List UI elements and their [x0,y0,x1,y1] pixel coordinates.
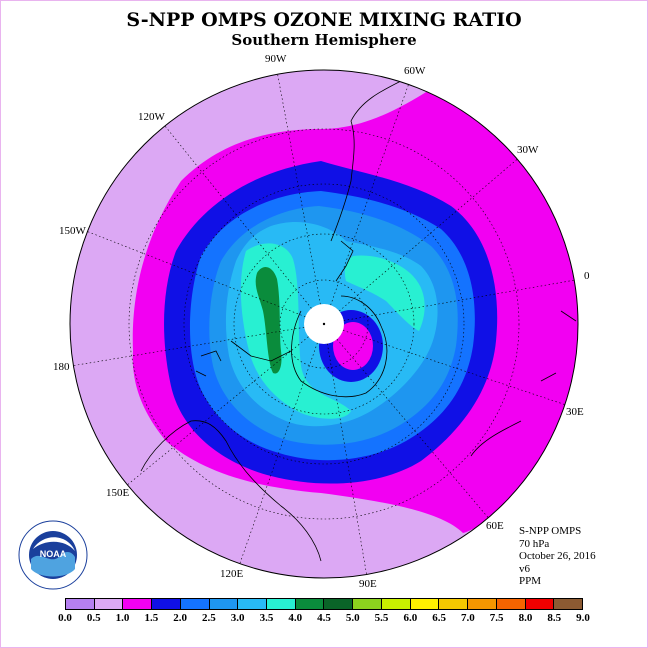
australia-outline [140,420,322,562]
colorbar-segment [152,599,181,609]
antarctica-outline [230,240,388,398]
colorbar-tick-label: 2.5 [202,612,216,624]
colorbar [65,598,583,610]
colorbar-segment [66,599,95,609]
africa-outline [470,310,577,457]
colorbar-ticks: 0.0 0.5 1.0 1.5 2.0 2.5 3.0 3.5 4.0 4.5 5.0 5.5 6.0 6… [1,612,647,626]
colorbar-tick-label: 4.0 [288,612,303,624]
lon-label-120e: 120E [220,568,244,580]
colorbar-tick-label: 0.0 [58,612,72,624]
new-zealand-outline [195,350,222,377]
south-america-outline [330,80,402,242]
lon-label-180: 180 [53,361,70,373]
colorbar-tick-label: 5.0 [345,612,360,624]
lon-label-60w: 60W [404,65,426,77]
figure-subtitle: Southern Hemisphere [231,31,417,49]
colorbar-tick-label: 0.5 [86,612,101,624]
info-units: PPM [519,575,542,587]
colorbar-segment [94,599,124,609]
colorbar-tick-label: 9.0 [576,612,590,624]
info-date: October 26, 2016 [519,550,596,562]
colorbar-segment [324,599,354,609]
map-border [69,69,579,579]
colorbar-tick-label: 1.5 [144,612,159,624]
colorbar-tick-label: 8.0 [518,612,533,624]
noaa-logo-text: NOAA [40,549,67,559]
colorbar-tick-label: 7.0 [461,612,475,624]
colorbar-segment [295,599,325,609]
colorbar-segment [468,599,497,609]
lon-label-120w: 120W [138,111,166,123]
colorbar-tick-label: 5.5 [374,612,389,624]
figure-title: S-NPP OMPS OZONE MIXING RATIO [126,9,522,31]
lon-label-60e: 60E [486,520,504,532]
colorbar-segment [353,599,382,609]
colorbar-tick-label: 6.5 [432,612,446,624]
colorbar-segment [123,599,153,609]
info-instrument: S-NPP OMPS [519,525,582,537]
info-level: 70 hPa [519,537,550,550]
colorbar-segment [439,599,469,609]
colorbar-tick-label: 6.0 [403,612,418,624]
colorbar-tick-label: 3.5 [259,612,274,624]
colorbar-tick-label: 3.0 [230,612,245,624]
info-version: v6 [519,562,530,575]
graticule [70,70,578,578]
pole-dot [322,322,326,326]
colorbar-tick-label: 2.0 [173,612,187,624]
contour-3-5-east [344,255,425,331]
colorbar-segment [381,599,411,609]
colorbar-segment [525,599,555,609]
lon-label-150w: 150W [59,225,87,237]
colorbar-segment [496,599,526,609]
lon-label-90w: 90W [265,53,287,65]
colorbar-segment [180,599,210,609]
colorbar-segment [554,599,582,609]
contour-4-0 [255,267,282,374]
lon-label-0: 0 [584,270,590,282]
colorbar-segment [209,599,239,609]
colorbar-tick-label: 7.5 [489,612,504,624]
plot-info: S-NPP OMPS 70 hPa October 26, 2016 v6 PP… [519,525,596,588]
colorbar-tick-label: 8.5 [547,612,562,624]
colorbar-tick-label: 4.5 [317,612,331,624]
colorbar-segment [410,599,440,609]
colorbar-segment [267,599,296,609]
colorbar-tick-label: 1.0 [115,612,130,624]
lon-label-90e: 90E [359,578,377,590]
colorbar-segment [238,599,268,609]
lon-label-30e: 30E [566,406,584,418]
inner-core [333,322,373,370]
noaa-logo: NOAA [18,520,88,590]
lon-label-30w: 30W [517,144,539,156]
lon-label-150e: 150E [106,487,130,499]
